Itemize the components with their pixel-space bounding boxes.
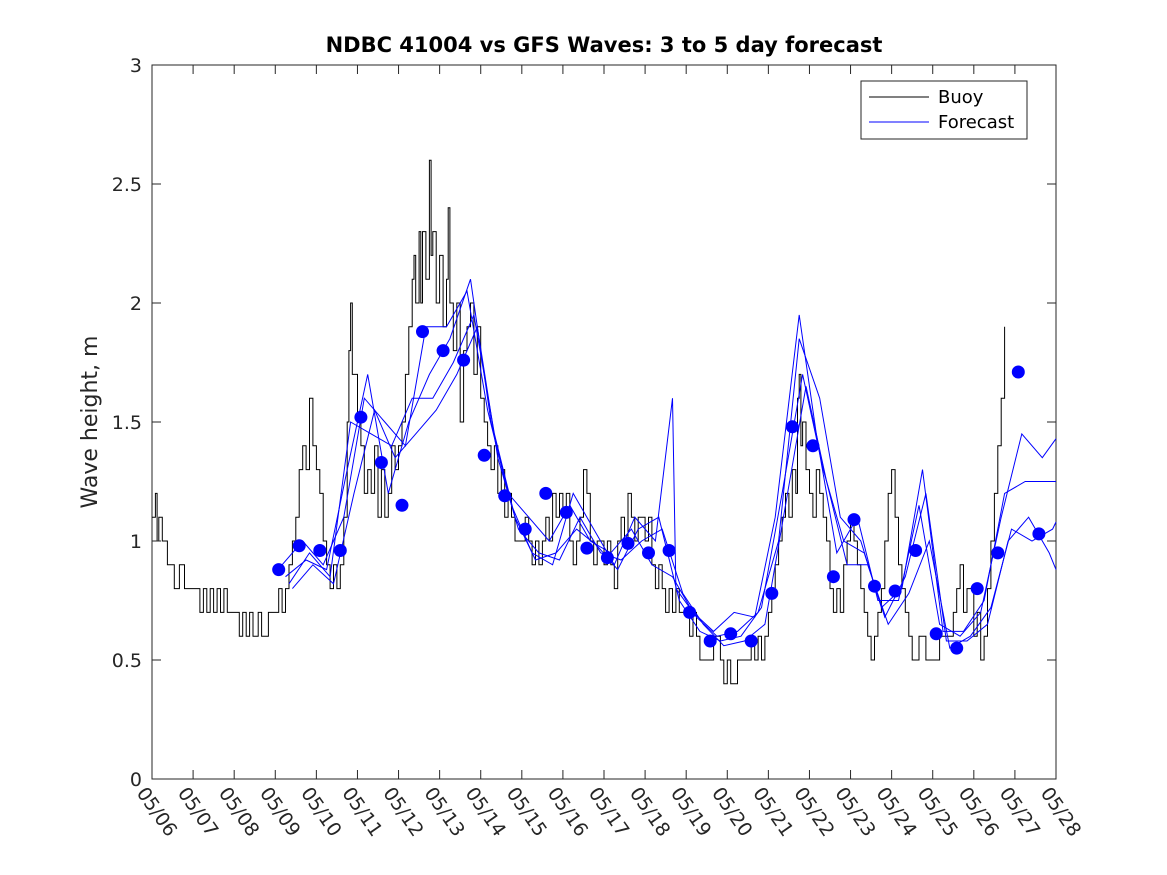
- forecast-point: [888, 584, 902, 598]
- x-tick-label: 05/26: [954, 783, 1003, 840]
- y-axis: 0 0.5 1 1.5 2 2.5 3: [112, 55, 1056, 791]
- forecast-point: [395, 498, 409, 512]
- forecast-point: [498, 489, 512, 503]
- plot-frame: [151, 64, 1057, 780]
- forecast-point: [457, 353, 471, 367]
- forecast-point: [272, 563, 286, 577]
- x-tick-label: 05/20: [707, 783, 756, 840]
- x-tick-label: 05/11: [337, 783, 386, 840]
- x-tick-label: 05/13: [420, 783, 469, 840]
- forecast-point: [868, 579, 881, 593]
- forecast-run-line: [292, 325, 1057, 649]
- forecast-point: [970, 582, 984, 596]
- forecast-point: [621, 536, 635, 550]
- buoy-series: [152, 159, 1006, 685]
- buoy-line: [152, 159, 1006, 685]
- x-tick-label: 05/15: [502, 783, 551, 840]
- forecast-point: [642, 546, 655, 560]
- forecast-point: [806, 439, 820, 453]
- forecast-point: [600, 551, 614, 565]
- forecast-point: [662, 544, 676, 557]
- plot-area: [151, 64, 1057, 780]
- legend: Buoy Forecast: [860, 80, 1028, 140]
- x-tick-label: 05/19: [666, 783, 715, 840]
- forecast-markers: [272, 325, 1046, 655]
- x-tick-label: 05/10: [296, 783, 345, 840]
- forecast-point: [354, 410, 368, 424]
- x-tick-label: 05/22: [789, 783, 838, 840]
- forecast-point: [313, 544, 327, 557]
- legend-forecast-label: Forecast: [938, 112, 1014, 133]
- forecast-point: [826, 570, 840, 584]
- x-tick-label: 05/16: [543, 783, 592, 840]
- x-tick-label: 05/28: [1036, 783, 1085, 840]
- forecast-point: [703, 634, 717, 648]
- x-tick-label: 05/12: [378, 783, 427, 840]
- y-tick-label: 3: [130, 55, 142, 77]
- forecast-point: [683, 605, 697, 619]
- x-tick-label: 05/24: [872, 783, 921, 840]
- forecast-point: [929, 627, 943, 641]
- forecast-series: [281, 279, 1057, 649]
- y-tick-label: 0.5: [112, 650, 142, 672]
- forecast-point: [785, 420, 799, 434]
- x-tick-label: 05/25: [913, 783, 962, 840]
- forecast-point: [477, 448, 491, 462]
- y-tick-label: 2.5: [112, 174, 142, 196]
- legend-buoy-label: Buoy: [938, 87, 984, 108]
- forecast-point: [518, 522, 532, 536]
- forecast-point: [724, 627, 738, 641]
- forecast-point: [436, 344, 450, 358]
- x-tick-label: 05/18: [625, 783, 674, 840]
- chart-title: NDBC 41004 vs GFS Waves: 3 to 5 day fore…: [326, 33, 883, 57]
- y-tick-label: 1: [130, 531, 142, 553]
- legend-box: [860, 80, 1028, 140]
- x-tick-label: 05/14: [461, 783, 510, 840]
- forecast-point: [847, 513, 861, 527]
- forecast-point: [1032, 527, 1046, 541]
- forecast-point: [374, 456, 388, 469]
- x-tick-label: 05/08: [214, 783, 263, 840]
- y-tick-label: 2: [130, 293, 142, 315]
- forecast-point: [539, 486, 553, 500]
- forecast-point: [991, 546, 1005, 560]
- forecast-point: [909, 544, 923, 557]
- forecast-point: [580, 541, 594, 555]
- y-tick-label: 0: [130, 769, 142, 791]
- forecast-point: [744, 634, 758, 648]
- y-axis-title: Wave height, m: [78, 336, 103, 509]
- forecast-point: [559, 505, 573, 519]
- x-tick-label: 05/27: [995, 783, 1044, 840]
- x-tick-label: 05/23: [830, 783, 879, 840]
- x-tick-label: 05/07: [173, 783, 222, 840]
- forecast-point: [292, 539, 306, 553]
- forecast-point: [765, 586, 779, 600]
- forecast-run-line: [288, 313, 1057, 642]
- x-tick-label: 05/06: [132, 783, 181, 840]
- forecast-point: [416, 325, 429, 339]
- forecast-run-line: [281, 289, 1057, 637]
- y-tick-label: 1.5: [112, 412, 142, 434]
- x-tick-label: 05/09: [255, 783, 304, 840]
- forecast-point: [950, 641, 964, 655]
- x-tick-label: 05/21: [748, 783, 797, 840]
- forecast-point: [333, 544, 347, 557]
- x-tick-label: 05/17: [584, 783, 633, 840]
- forecast-point: [1011, 365, 1025, 379]
